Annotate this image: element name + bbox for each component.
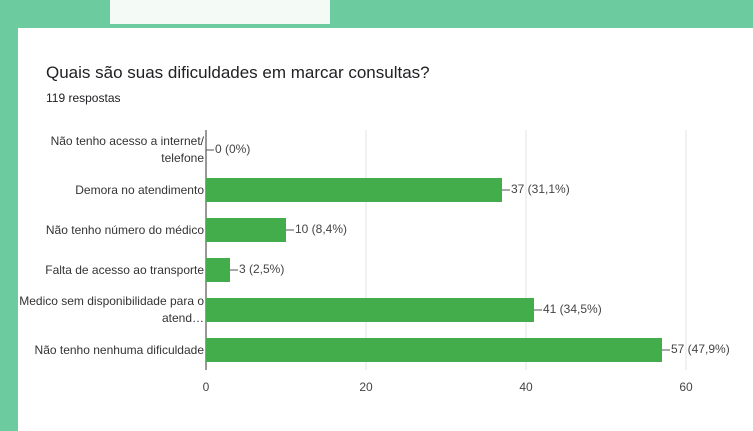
header-block [110,0,330,24]
bar [206,258,230,282]
category-label: Não tenho nenhuma dificuldade [34,342,204,357]
bar [206,218,286,242]
bar [206,178,502,202]
category-label: Não tenho número do médico [45,222,204,237]
category-label: Falta de acesso ao transporte [45,262,204,277]
x-tick-label: 40 [519,380,533,394]
category-label: Demora no atendimento [75,182,204,197]
chart-title: Quais são suas dificuldades em marcar co… [46,63,430,82]
chart-subtitle: 119 respostas [46,91,121,105]
value-label: 37 (31,1%) [511,182,570,196]
x-tick-label: 0 [203,380,210,394]
x-tick-label: 60 [679,380,693,394]
value-label: 3 (2,5%) [239,262,284,276]
chart-card [18,28,753,431]
value-label: 57 (47,9%) [671,342,730,356]
category-label: Não tenho acesso a internet/ telefone [50,134,204,165]
value-label: 0 (0%) [215,142,250,156]
x-tick-label: 20 [359,380,373,394]
value-label: 10 (8,4%) [295,222,347,236]
bar [206,298,534,322]
bar [206,338,662,362]
category-label: Medico sem disponibilidade para o atend… [19,294,204,325]
value-label: 41 (34,5%) [543,302,602,316]
